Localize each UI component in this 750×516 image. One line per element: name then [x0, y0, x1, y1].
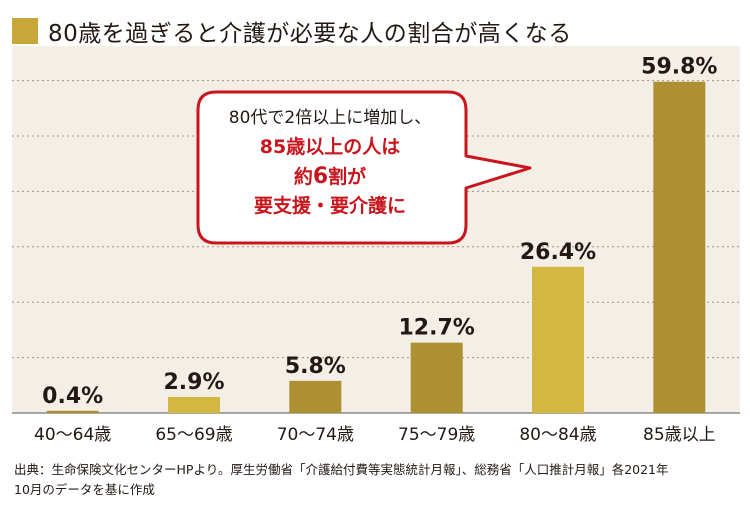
x-tick-label: 80〜84歳	[519, 425, 596, 445]
data-label: 0.4%	[42, 384, 103, 409]
data-label: 5.8%	[285, 354, 346, 379]
callout-line-4: 要支援・要介護に	[253, 195, 406, 217]
x-tick-label: 70〜74歳	[277, 425, 354, 445]
data-label: 2.9%	[163, 370, 224, 395]
callout-line-2: 85歳以上の人は	[259, 136, 401, 158]
callout-text: 80代で2倍以上に増加し、 85歳以上の人は 約6割が 要支援・要介護に	[205, 104, 455, 221]
callout-bubble	[196, 90, 532, 245]
bar	[532, 266, 584, 413]
x-tick-label: 65〜69歳	[155, 425, 232, 445]
data-label: 12.7%	[399, 316, 475, 341]
bar-chart: 0.4% 40〜64歳 2.9% 65〜69歳 5.8% 70〜74歳 12.7% 75〜79…	[12, 46, 740, 445]
callout-line-3-pre: 約	[293, 166, 313, 188]
title-marker	[12, 18, 38, 44]
source-note: 出典：生命保険文化センターHPより。厚生労働省「介護給付費等実態統計月報」、総務…	[14, 460, 744, 500]
bar	[289, 380, 342, 413]
x-tick-label: 75〜79歳	[398, 425, 475, 445]
bar	[410, 342, 463, 413]
chart-title: 80歳を過ぎると介護が必要な人の割合が高くなる	[48, 21, 572, 47]
callout-line-1: 80代で2倍以上に増加し、	[228, 108, 432, 128]
source-line-1: 出典：生命保険文化センターHPより。厚生労働省「介護給付費等実態統計月報」、総務…	[14, 462, 669, 477]
callout-line-3-num: 6	[312, 164, 329, 189]
data-label: 59.8%	[641, 55, 717, 80]
chart-title-row: 80歳を過ぎると介護が必要な人の割合が高くなる	[12, 14, 572, 48]
x-tick-label: 40〜64歳	[34, 425, 111, 445]
callout-line-3-post: 割が	[328, 166, 367, 188]
bar	[653, 81, 706, 413]
x-tick-label: 85歳以上	[643, 425, 716, 445]
bar	[168, 396, 220, 413]
data-label: 26.4%	[520, 240, 596, 265]
source-line-2: 10月のデータを基に作成	[14, 482, 155, 497]
callout-line-3: 約6割が	[205, 162, 455, 192]
bar	[46, 410, 99, 413]
